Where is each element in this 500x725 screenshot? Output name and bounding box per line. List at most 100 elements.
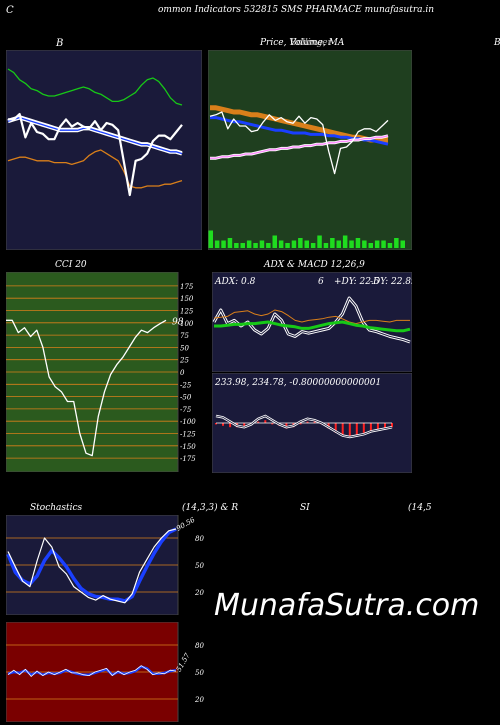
adx-bg <box>212 272 412 372</box>
volume-bar <box>214 240 220 248</box>
cci-tick-label: 125 <box>180 308 194 316</box>
volume-bar <box>221 240 226 248</box>
volume-bar <box>362 240 367 248</box>
cci-tick-label: -25 <box>180 381 192 389</box>
volume-bar <box>355 238 361 248</box>
price-title: Price, Volume, MA <box>260 38 345 48</box>
volume-bar <box>310 243 316 248</box>
macd-histogram-bar <box>243 423 246 426</box>
volume-bar <box>246 240 252 248</box>
volume-bar <box>304 240 309 248</box>
stoch-d-line <box>6 527 177 603</box>
macd-histogram-bar <box>391 423 393 428</box>
cci-tick-label: 0 <box>180 369 185 377</box>
volume-bar <box>208 230 213 248</box>
macd-histogram-bar <box>306 421 309 423</box>
macd-histogram-bar <box>384 423 386 429</box>
macd-histogram-bar <box>355 423 358 436</box>
volume-bar <box>240 243 245 248</box>
volume-bar <box>285 243 290 248</box>
macd-histogram-bar <box>215 423 217 425</box>
cci-tick-label: -150 <box>180 443 196 451</box>
cci-tick-label: 175 <box>180 283 194 291</box>
price-panel <box>208 50 412 250</box>
macd-histogram-bar <box>334 423 337 433</box>
volume-bar <box>253 243 258 248</box>
watermark: MunafaSutra.com <box>214 588 480 623</box>
adx-pdi-line <box>213 309 410 325</box>
volume-bar <box>278 240 284 248</box>
stoch-params-title: (14,3,3) & R <box>182 503 239 513</box>
mdi-label: -DY: 22.89 <box>370 277 412 287</box>
stoch-tick-label: 50 <box>195 562 204 570</box>
volume-bar <box>291 240 297 248</box>
cci-last-label: 98 <box>172 317 184 327</box>
volume-bar <box>234 243 239 248</box>
rsi-title: SI <box>300 503 310 513</box>
macd-line <box>215 415 393 438</box>
cci-title: CCI 20 <box>55 260 87 270</box>
macd-histogram-bar <box>264 420 267 423</box>
cci-tick-label: -50 <box>180 394 192 402</box>
bollinger-title: B <box>56 38 64 49</box>
cci-tick-label: 100 <box>180 320 194 328</box>
cci-tick-label: -125 <box>180 431 196 439</box>
bollinger-lower-line <box>7 149 183 189</box>
price-ma_pink-line <box>210 135 389 159</box>
header-left-char: C <box>6 5 14 16</box>
macd-histogram-bar <box>348 423 351 437</box>
price-title-overlap: Bollinger <box>290 38 332 48</box>
macd-histogram-bar <box>341 423 344 436</box>
header-text: ommon Indicators 532815 SMS PHARMACE mun… <box>158 5 435 15</box>
bollinger-price-line <box>8 112 183 197</box>
stochastics-title: Stochastics <box>30 503 83 513</box>
stoch-tick-label: 20 <box>194 589 204 597</box>
adx-line <box>214 320 411 333</box>
volume-bar <box>336 240 341 248</box>
volume-bar <box>342 235 348 248</box>
volume-bar <box>381 240 386 248</box>
cci-tick-label: 75 <box>180 332 189 340</box>
volume-bar <box>400 240 405 248</box>
volume-bar <box>227 238 233 248</box>
price-price-line <box>209 111 389 175</box>
macd-histogram-bar <box>285 423 288 429</box>
macd-histogram-bar <box>222 423 224 426</box>
pdi-prefix-label: 6 <box>318 277 324 287</box>
macd-histogram-bar <box>376 423 379 430</box>
macd-histogram-bar <box>271 423 274 425</box>
cci-panel: 175 150 125 100 75 50 25 0 -25 -50 -75 -100 -125 -150… <box>6 272 196 472</box>
adx-macd-title: ADX & MACD 12,26,9 <box>264 260 365 270</box>
adx-label: ADX: 0.8 <box>214 277 256 287</box>
stoch-tick-label: 80 <box>195 535 204 543</box>
volume-bar <box>330 238 335 248</box>
macd-histogram-bar <box>299 423 302 425</box>
volume-bar <box>323 243 329 248</box>
right-edge-title: B <box>494 38 500 48</box>
rsi-params-title: (14,5 <box>408 503 432 513</box>
volume-bar <box>272 235 277 248</box>
macd-histogram-bar <box>229 423 232 428</box>
bollinger-panel <box>6 50 202 250</box>
price-bg <box>208 50 412 250</box>
volume-bar <box>368 243 373 248</box>
bollinger-middle_b-line <box>7 116 183 155</box>
cci-tick-label: -100 <box>180 418 196 426</box>
volume-bar <box>259 240 265 248</box>
volume-bar <box>266 243 271 248</box>
volume-bar <box>349 240 354 248</box>
volume-bar <box>317 235 322 248</box>
cci-tick-label: -175 <box>180 455 196 463</box>
cci-line <box>6 319 167 457</box>
pdi-label: +DY: 22.5 <box>334 277 380 287</box>
rsi-tick-label: 20 <box>194 696 204 704</box>
volume-bar <box>298 238 303 248</box>
macd-histogram-bar <box>369 423 372 432</box>
volume-bar <box>387 243 393 248</box>
cci-tick-label: 150 <box>180 295 194 303</box>
macd-panel: 233.98, 234.78, -0.80000000000001 <box>212 373 412 473</box>
volume-bar <box>374 240 380 248</box>
macd-histogram-bar <box>313 421 316 423</box>
